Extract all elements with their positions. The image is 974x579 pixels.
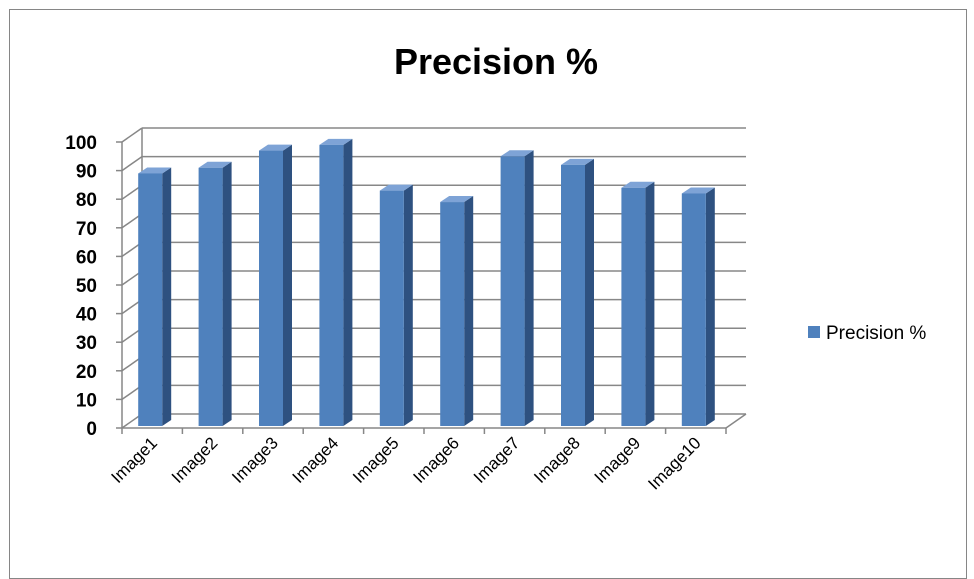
bar <box>259 144 292 426</box>
y-tick-labels: 0 10 20 30 40 50 60 70 80 90 100 <box>65 133 97 440</box>
legend-swatch <box>808 326 820 338</box>
y-tick-label: 60 <box>76 247 97 268</box>
bar <box>561 158 594 426</box>
y-tick-label: 80 <box>76 190 97 211</box>
y-tick-label: 30 <box>76 333 97 354</box>
x-tick-label: Image3 <box>228 433 282 487</box>
gridline-side <box>121 155 143 172</box>
bar <box>500 150 534 427</box>
bar-top <box>621 181 655 188</box>
bar-top <box>681 187 715 194</box>
x-tick-label: Image7 <box>470 433 524 487</box>
bar-top <box>319 138 353 145</box>
floor-right-edge <box>725 413 747 429</box>
x-tick-label: Image5 <box>349 433 403 487</box>
bar-side <box>645 181 655 426</box>
bar-front <box>319 144 344 427</box>
bar-front <box>379 190 404 426</box>
x-tick-label: Image2 <box>168 433 222 487</box>
bar-side <box>343 138 353 427</box>
x-tick-label: Image8 <box>530 433 584 487</box>
bar-top <box>259 144 292 151</box>
bar-side <box>283 144 292 426</box>
bar-front <box>621 187 646 426</box>
bar-front <box>681 193 706 426</box>
bar-top <box>138 167 172 174</box>
y-tick-label: 70 <box>76 219 97 240</box>
bar <box>621 181 655 426</box>
x-tick-label: Image1 <box>107 433 161 487</box>
x-tick-label: Image9 <box>591 433 645 487</box>
x-tick-label: Image10 <box>644 433 704 493</box>
bar-front <box>440 202 465 426</box>
bar-side <box>524 150 534 427</box>
legend: Precision % <box>808 323 926 344</box>
y-tick-label: 0 <box>86 419 97 440</box>
y-tick-label: 20 <box>76 362 97 383</box>
bar-side <box>705 187 715 426</box>
bar <box>198 161 232 427</box>
bar <box>440 196 474 426</box>
bar-top <box>379 184 413 191</box>
bar <box>138 167 172 426</box>
bar-side <box>403 184 413 426</box>
bar <box>379 184 413 426</box>
bar-top <box>198 161 232 168</box>
bar-top <box>561 158 594 165</box>
bar-side <box>162 167 172 426</box>
chart-title: Precision % <box>394 41 598 82</box>
y-tick-label: 40 <box>76 305 97 326</box>
bar-top <box>500 150 534 157</box>
bar-front <box>198 167 223 427</box>
bar-front <box>561 164 585 426</box>
bar <box>681 187 715 426</box>
bar <box>319 138 353 427</box>
x-tick-label: Image4 <box>289 433 343 487</box>
gridline-side <box>121 127 143 143</box>
bar-front <box>259 150 283 426</box>
y-tick-label: 90 <box>76 162 97 183</box>
bar-side <box>464 196 474 426</box>
bar-front <box>138 173 163 426</box>
bars <box>138 138 715 427</box>
bar-side <box>222 161 232 427</box>
legend-label: Precision % <box>826 323 926 344</box>
bar-side <box>585 158 594 426</box>
y-tick-label: 10 <box>76 390 97 411</box>
bar-front <box>500 156 525 427</box>
y-tick-label: 100 <box>65 133 97 154</box>
bar-top <box>440 196 474 203</box>
x-tick-label: Image6 <box>409 433 463 487</box>
x-tick-labels: Image1 Image2 Image3 Image4 Image5 Image6 Imag… <box>107 433 704 493</box>
y-tick-label: 50 <box>76 276 97 297</box>
